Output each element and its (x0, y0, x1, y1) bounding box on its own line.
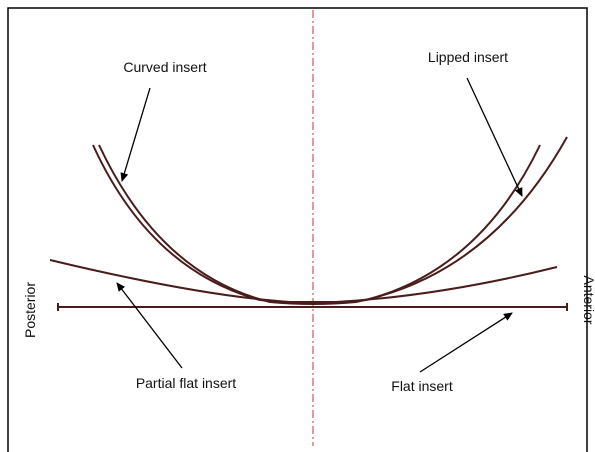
side-label: Anterior (581, 275, 595, 324)
lipped-insert-curve (98, 136, 568, 305)
label: Lipped insert (428, 49, 508, 65)
label: Flat insert (391, 378, 453, 394)
arrow (466, 77, 523, 197)
arrow (419, 312, 513, 373)
curved-insert-curve (92, 144, 541, 304)
arrow (116, 282, 183, 369)
arrow (120, 87, 151, 182)
frame (7, 7, 588, 452)
label: Partial flat insert (136, 375, 236, 391)
side-label: Posterior (22, 282, 38, 338)
label: Curved insert (123, 59, 206, 75)
